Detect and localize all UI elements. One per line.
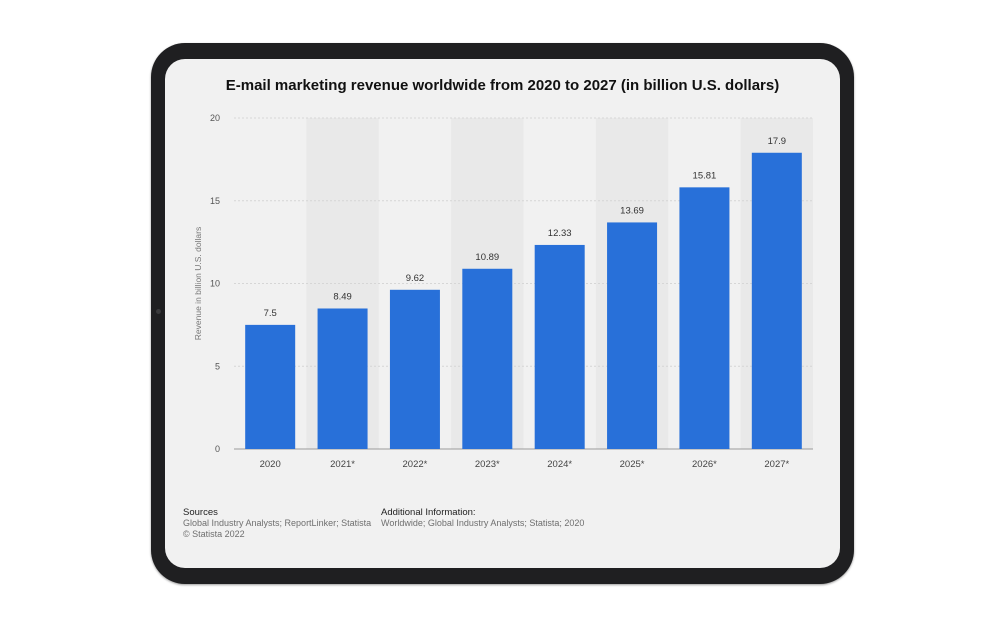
x-tick-label: 2026* xyxy=(692,459,717,470)
bar-value-label: 12.33 xyxy=(548,228,572,239)
sources-text: Global Industry Analysts; ReportLinker; … xyxy=(183,518,372,528)
bar-value-label: 13.69 xyxy=(620,205,644,216)
bar xyxy=(534,244,585,449)
chart-title: E-mail marketing revenue worldwide from … xyxy=(225,77,780,94)
bar xyxy=(245,324,296,449)
bar-value-label: 7.5 xyxy=(264,308,277,319)
tablet-screen: E-mail marketing revenue worldwide from … xyxy=(165,59,840,568)
additional-info-text: Worldwide; Global Industry Analysts; Sta… xyxy=(381,518,585,528)
bar xyxy=(607,222,658,449)
additional-info-heading: Additional Information: xyxy=(381,507,476,518)
sources-heading: Sources xyxy=(183,507,218,518)
y-tick-label: 0 xyxy=(215,444,220,454)
x-tick-label: 2020 xyxy=(260,459,281,470)
tablet-frame: E-mail marketing revenue worldwide from … xyxy=(151,43,854,584)
sources-block: Sources Global Industry Analysts; Report… xyxy=(183,507,371,540)
x-tick-label: 2023* xyxy=(475,459,500,470)
bar-value-label: 17.9 xyxy=(768,136,787,147)
bar-value-label: 8.49 xyxy=(333,291,352,302)
x-tick-label: 2022* xyxy=(403,459,428,470)
copyright-text: © Statista 2022 xyxy=(183,529,245,539)
bar-value-label: 10.89 xyxy=(475,252,499,263)
y-tick-label: 20 xyxy=(210,113,220,123)
x-tick-label: 2021* xyxy=(330,459,355,470)
bar xyxy=(317,308,368,449)
y-tick-label: 15 xyxy=(210,196,220,206)
y-tick-label: 10 xyxy=(210,279,220,289)
x-tick-label: 2027* xyxy=(764,459,789,470)
bar xyxy=(462,268,513,449)
bar xyxy=(389,289,440,449)
x-tick-label: 2025* xyxy=(620,459,645,470)
bar xyxy=(679,187,730,450)
bar xyxy=(751,152,802,449)
x-tick-label: 2024* xyxy=(547,459,572,470)
camera-dot xyxy=(156,309,161,314)
bar-value-label: 15.81 xyxy=(693,170,717,181)
bar-value-label: 9.62 xyxy=(406,273,425,284)
y-tick-label: 5 xyxy=(215,361,220,371)
bar-chart: 0 5 10 15 20 7.5 2020 8.49 2021* 9.62 2022* 10.89 20… xyxy=(193,113,813,470)
additional-info-block: Additional Information: Worldwide; Globa… xyxy=(381,507,584,529)
y-axis-title: Revenue in billion U.S. dollars xyxy=(193,227,203,340)
